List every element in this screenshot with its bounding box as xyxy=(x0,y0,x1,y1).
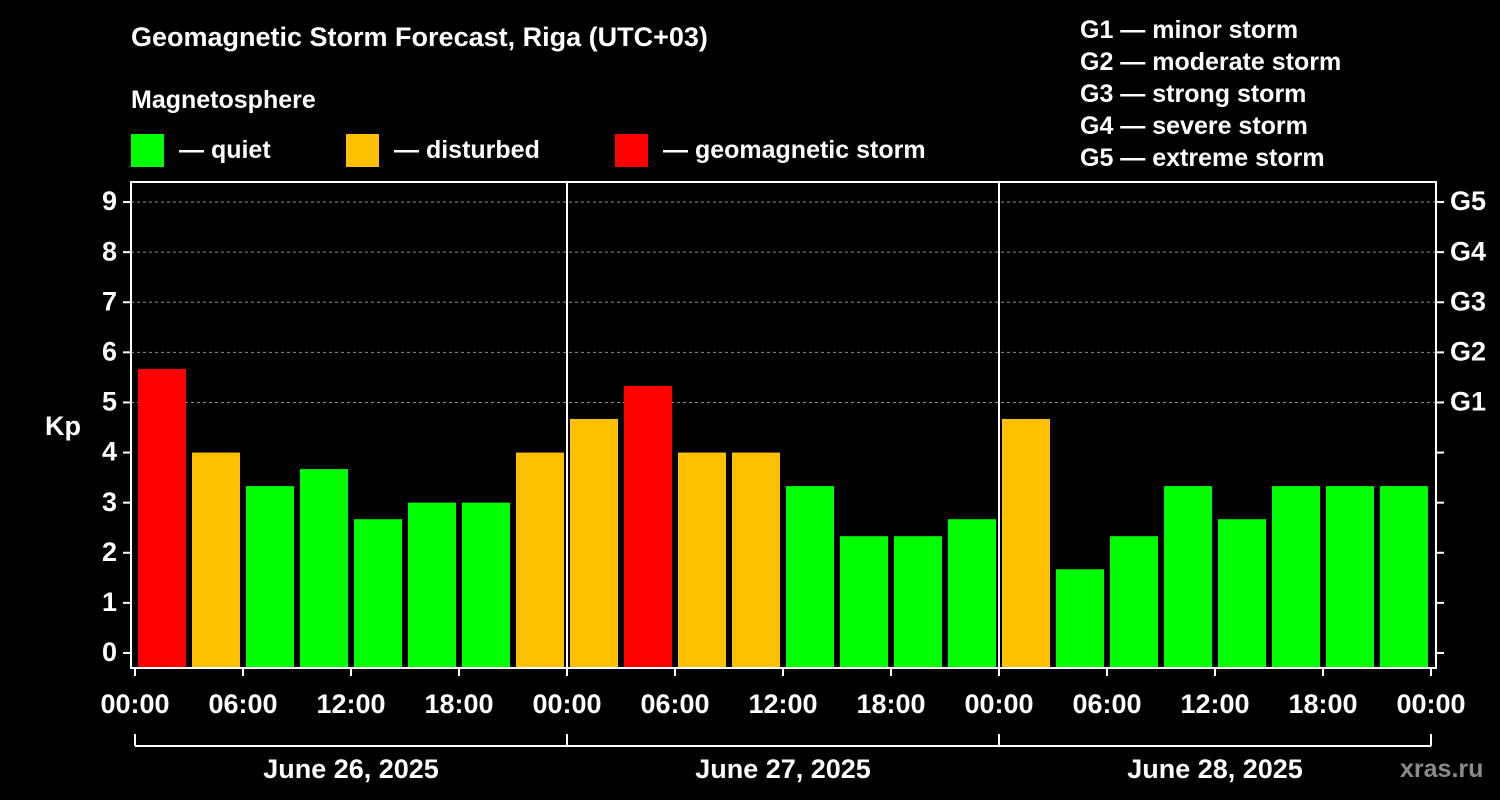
kp-bar xyxy=(732,452,780,668)
legend-heading: Magnetosphere xyxy=(131,86,316,114)
g-scale-label: G4 xyxy=(1450,236,1486,266)
day-label: June 26, 2025 xyxy=(263,754,439,784)
kp-bar xyxy=(1272,486,1320,668)
g-scale-label: G1 xyxy=(1450,387,1486,417)
watermark: xras.ru xyxy=(1400,755,1484,783)
legend-disturbed-swatch xyxy=(346,133,379,167)
x-tick-label: 12:00 xyxy=(1180,689,1249,719)
x-tick-label: 18:00 xyxy=(424,689,493,719)
kp-bar xyxy=(246,486,294,668)
kp-bar xyxy=(570,418,618,668)
y-tick-label: 6 xyxy=(102,336,117,366)
x-tick-label: 00:00 xyxy=(532,689,601,719)
y-axis-label: Kp xyxy=(45,411,81,441)
x-tick-label: 00:00 xyxy=(1396,689,1465,719)
scale-g2: G2 — moderate storm xyxy=(1080,48,1342,76)
x-tick-label: 00:00 xyxy=(964,689,1033,719)
day-label: June 28, 2025 xyxy=(1127,754,1303,784)
kp-bar xyxy=(1218,519,1266,668)
y-tick-label: 5 xyxy=(102,387,117,417)
x-tick-label: 00:00 xyxy=(100,689,169,719)
y-tick-label: 7 xyxy=(102,286,117,316)
x-tick-label: 12:00 xyxy=(316,689,385,719)
y-tick-label: 4 xyxy=(102,437,117,467)
legend-storm-label: — geomagnetic storm xyxy=(663,135,926,164)
storm-scale-legend: G1 — minor storm G2 — moderate storm G3 … xyxy=(1080,14,1341,174)
legend-disturbed: — disturbed xyxy=(346,133,540,167)
legend-storm-swatch xyxy=(615,133,648,167)
y-tick-label: 1 xyxy=(102,587,117,617)
x-tick-label: 06:00 xyxy=(1072,689,1141,719)
kp-bar xyxy=(1164,486,1212,668)
g-scale-label: G2 xyxy=(1450,336,1486,366)
y-tick-label: 2 xyxy=(102,537,117,567)
kp-bar xyxy=(894,536,942,668)
kp-bar xyxy=(354,519,402,668)
y-tick-label: 8 xyxy=(102,236,117,266)
chart-title: Geomagnetic Storm Forecast, Riga (UTC+03… xyxy=(131,22,708,52)
kp-bar xyxy=(516,452,564,668)
x-tick-label: 06:00 xyxy=(640,689,709,719)
kp-bar xyxy=(408,502,456,668)
scale-g3: G3 — strong storm xyxy=(1080,80,1307,108)
legend-quiet-swatch xyxy=(131,133,164,167)
kp-bar xyxy=(192,452,240,668)
g-scale-label: G5 xyxy=(1450,186,1486,216)
y-tick-label: 0 xyxy=(102,637,117,667)
kp-bar xyxy=(1380,486,1428,668)
kp-bar xyxy=(138,368,186,668)
kp-bar xyxy=(1326,486,1374,668)
x-tick-label: 12:00 xyxy=(748,689,817,719)
x-tick-label: 06:00 xyxy=(208,689,277,719)
kp-bar xyxy=(948,519,996,668)
day-label: June 27, 2025 xyxy=(695,754,871,784)
x-tick-label: 18:00 xyxy=(856,689,925,719)
kp-bar xyxy=(1056,569,1104,668)
scale-g1: G1 — minor storm xyxy=(1080,16,1299,44)
kp-bar xyxy=(462,502,510,668)
y-tick-label: 9 xyxy=(102,186,117,216)
scale-g4: G4 — severe storm xyxy=(1080,112,1308,140)
legend-quiet: — quiet xyxy=(131,133,271,167)
g-scale-label: G3 xyxy=(1450,286,1486,316)
legend-storm: — geomagnetic storm xyxy=(615,133,926,167)
kp-bar xyxy=(1110,536,1158,668)
kp-bar xyxy=(786,486,834,668)
kp-bar xyxy=(840,536,888,668)
legend-quiet-label: — quiet xyxy=(179,135,271,164)
x-tick-label: 18:00 xyxy=(1288,689,1357,719)
kp-bar xyxy=(1002,418,1050,668)
kp-bar xyxy=(624,385,672,668)
y-tick-label: 3 xyxy=(102,487,117,517)
kp-bar xyxy=(678,452,726,668)
scale-g5: G5 — extreme storm xyxy=(1080,144,1325,172)
kp-bar xyxy=(300,469,348,668)
legend-disturbed-label: — disturbed xyxy=(394,135,540,164)
